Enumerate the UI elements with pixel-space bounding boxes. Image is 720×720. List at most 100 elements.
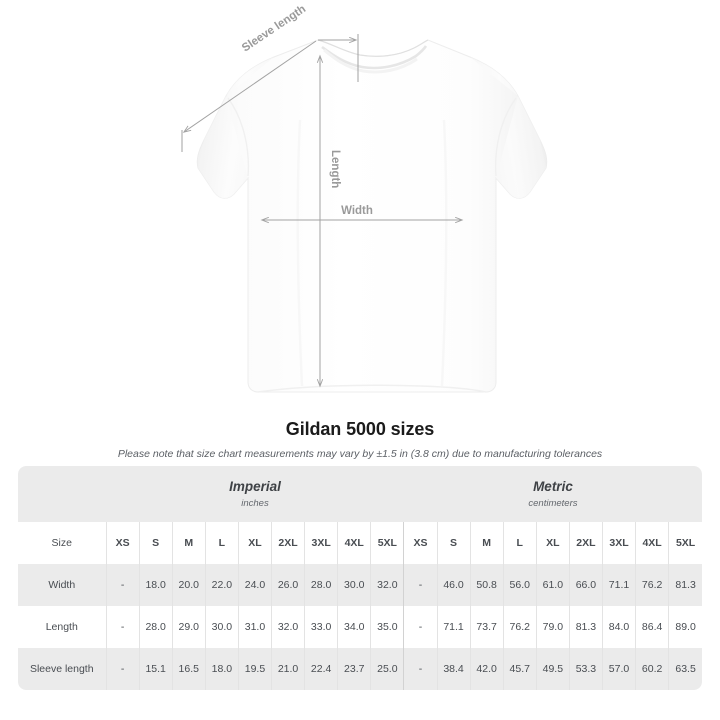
table-cell: 32.0 — [270, 606, 305, 648]
table-cell: 76.2 — [635, 564, 669, 606]
unit-system-header-row: Imperial inches Metric centimeters — [18, 466, 702, 522]
unit-band-spacer — [18, 466, 107, 522]
length-label: Length — [329, 150, 341, 188]
table-cell: 28.0 — [304, 564, 338, 606]
table-cell: 66.0 — [568, 564, 603, 606]
table-cell: 42.0 — [469, 648, 504, 690]
table-cell: 18.0 — [138, 564, 173, 606]
column-header-3xl-metric: 3XL — [601, 522, 636, 564]
table-cell: 89.0 — [668, 606, 702, 648]
table-cell: 61.0 — [535, 564, 570, 606]
table-cell: - — [105, 648, 140, 690]
table-cell: 22.4 — [304, 648, 338, 690]
table-cell: 79.0 — [535, 606, 570, 648]
table-cell: 26.0 — [270, 564, 305, 606]
table-cell: 71.1 — [436, 606, 471, 648]
column-header-5xl-imperial: 5XL — [370, 522, 404, 564]
column-header-l-imperial: L — [204, 522, 239, 564]
table-cell: 16.5 — [171, 648, 206, 690]
table-row: Sleeve length -15.1 16.5 18.0 19.5 21.0 22.4 23… — [18, 648, 702, 690]
row-header-width: Width — [18, 564, 107, 606]
title-block: Gildan 5000 sizes Please note that size … — [0, 418, 720, 461]
page-title: Gildan 5000 sizes — [285, 419, 435, 439]
table-cell: 71.1 — [601, 564, 636, 606]
table-cell: 21.0 — [270, 648, 305, 690]
table-cell: 73.7 — [469, 606, 504, 648]
table-cell: 81.3 — [668, 564, 702, 606]
table-cell: 24.0 — [237, 564, 272, 606]
column-header-xs-metric: XS — [403, 522, 437, 564]
column-header-2xl-metric: 2XL — [568, 522, 603, 564]
table-row: Length -28.0 29.0 30.0 31.0 32.0 33.0 34.0 35.0-… — [18, 606, 702, 648]
table-cell: 34.0 — [337, 606, 371, 648]
sleeve-length-label: Sleeve length — [240, 3, 308, 54]
table-cell: 15.1 — [138, 648, 173, 690]
table-cell: 29.0 — [171, 606, 206, 648]
table-cell: 49.5 — [535, 648, 570, 690]
table-cell: 20.0 — [171, 564, 206, 606]
table-cell: 38.4 — [436, 648, 471, 690]
size-chart-table-wrapper: Imperial inches Metric centimeters Size X… — [18, 466, 702, 690]
column-header-xl-metric: XL — [535, 522, 570, 564]
table-cell: 19.5 — [237, 648, 272, 690]
tshirt-illustration: Sleeve length Length Width — [181, 3, 548, 393]
table-cell: 46.0 — [436, 564, 471, 606]
tshirt-shape — [196, 39, 548, 393]
width-label: Width — [341, 205, 373, 217]
table-cell: - — [403, 648, 437, 690]
table-cell: 56.0 — [502, 564, 537, 606]
unit-sub-metric: centimeters — [528, 497, 578, 509]
table-cell: 23.7 — [337, 648, 371, 690]
product-diagram: Sleeve length Length Width — [181, 3, 548, 393]
row-header-length: Length — [18, 606, 107, 648]
column-header-xl-imperial: XL — [237, 522, 272, 564]
table-cell: 84.0 — [601, 606, 636, 648]
table-cell: 60.2 — [635, 648, 669, 690]
table-cell: 30.0 — [337, 564, 371, 606]
table-cell: 31.0 — [237, 606, 272, 648]
unit-cell-imperial: Imperial inches — [106, 466, 404, 522]
row-header-sleeve-length: Sleeve length — [18, 648, 107, 690]
table-cell: - — [403, 564, 437, 606]
unit-cell-metric: Metric centimeters — [403, 466, 702, 522]
table-cell: 22.0 — [204, 564, 239, 606]
table-cell: 50.8 — [469, 564, 504, 606]
size-header-row: Size XS S M L XL 2XL 3XL 4XL 5XL XS S M L XL 2XL 3XL 4XL 5… — [18, 522, 702, 564]
table-cell: - — [105, 564, 140, 606]
table-cell: 53.3 — [568, 648, 603, 690]
table-cell: 35.0 — [370, 606, 404, 648]
tolerance-note: Please note that size chart measurements… — [117, 448, 603, 460]
table-cell: 18.0 — [204, 648, 239, 690]
table-cell: 33.0 — [304, 606, 338, 648]
table-cell: 45.7 — [502, 648, 537, 690]
column-header-s-imperial: S — [138, 522, 173, 564]
table-cell: 86.4 — [635, 606, 669, 648]
table-cell: 25.0 — [370, 648, 404, 690]
column-header-4xl-imperial: 4XL — [337, 522, 371, 564]
unit-name-metric: Metric — [533, 478, 573, 494]
column-header-m-metric: M — [469, 522, 504, 564]
sleeve-length-arrow — [182, 40, 317, 133]
column-header-3xl-imperial: 3XL — [304, 522, 338, 564]
table-row: Width -18.0 20.0 22.0 24.0 26.0 28.0 30.0 32.0-4… — [18, 564, 702, 606]
column-header-l-metric: L — [502, 522, 537, 564]
table-cell: 30.0 — [204, 606, 239, 648]
size-chart-table: Imperial inches Metric centimeters Size X… — [18, 466, 702, 690]
column-header-s-metric: S — [436, 522, 471, 564]
table-cell: 76.2 — [502, 606, 537, 648]
table-cell: - — [403, 606, 437, 648]
unit-sub-imperial: inches — [241, 497, 269, 509]
table-cell: 81.3 — [568, 606, 603, 648]
column-header-xs-imperial: XS — [105, 522, 140, 564]
column-header-4xl-metric: 4XL — [635, 522, 669, 564]
table-cell: 32.0 — [370, 564, 404, 606]
table-cell: 63.5 — [668, 648, 702, 690]
column-header-size: Size — [18, 522, 107, 564]
column-header-2xl-imperial: 2XL — [270, 522, 305, 564]
column-header-m-imperial: M — [171, 522, 206, 564]
table-cell: 28.0 — [138, 606, 173, 648]
measurement-annotations — [181, 34, 464, 388]
table-cell: 57.0 — [601, 648, 636, 690]
column-header-5xl-metric: 5XL — [668, 522, 702, 564]
table-cell: - — [105, 606, 140, 648]
